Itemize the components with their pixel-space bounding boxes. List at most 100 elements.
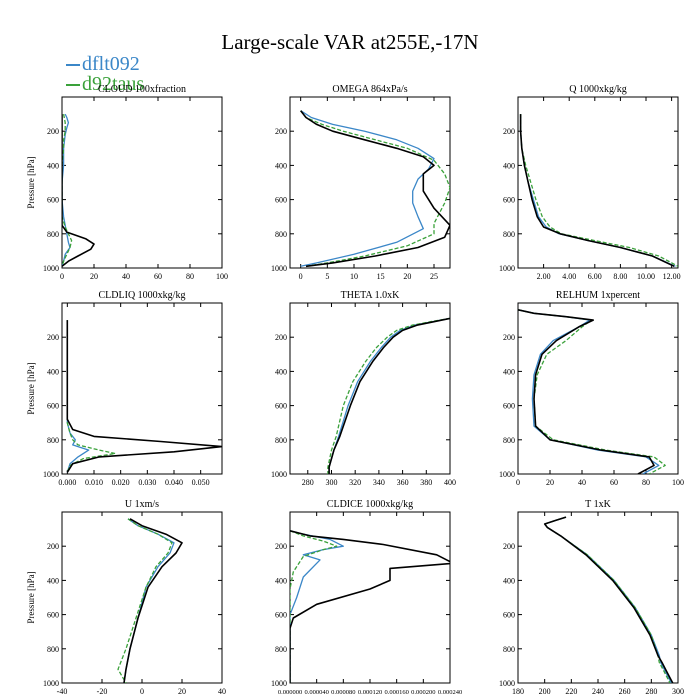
x-tick-label: 260	[619, 687, 631, 696]
subplot-title: T 1xK	[585, 499, 611, 510]
y-tick-label: 1000	[271, 679, 287, 688]
y-tick-label: 600	[47, 196, 59, 205]
x-tick-label: 220	[565, 687, 577, 696]
subplot-8: CLDICE 1000xkg/kg 200 400 600 800 10000.00000…	[271, 499, 462, 696]
x-tick-label: 320	[349, 478, 361, 487]
series-line-reference	[66, 320, 222, 473]
series-line-dflt092	[518, 309, 660, 474]
x-tick-label: 20	[403, 272, 411, 281]
y-tick-label: 600	[47, 402, 59, 411]
x-tick-label: 380	[420, 478, 432, 487]
x-tick-label: 100	[216, 272, 228, 281]
subplot-frame	[289, 96, 451, 269]
x-tick-label: 40	[578, 478, 586, 487]
y-tick-label: 800	[503, 436, 515, 445]
x-tick-label: 4.00	[562, 272, 576, 281]
series-line-reference	[62, 114, 95, 267]
legend-label-d92taus: d92taus	[82, 73, 145, 95]
series-line-dflt092	[62, 113, 71, 267]
subplot-frame	[61, 96, 223, 269]
y-tick-label: 800	[47, 436, 59, 445]
x-tick-label: 0.040	[165, 478, 183, 487]
y-axis-label: Pressure [hPa]	[26, 362, 36, 414]
x-tick-label: 20	[546, 478, 554, 487]
x-tick-label: 40	[218, 687, 226, 696]
y-tick-label: 400	[503, 161, 515, 170]
subplot-title: THETA 1.0xK	[341, 290, 400, 301]
y-tick-label: 800	[503, 645, 515, 654]
y-tick-label: 600	[47, 611, 59, 620]
y-axis-label: Pressure [hPa]	[26, 156, 36, 208]
x-tick-label: -40	[57, 687, 68, 696]
y-tick-label: 400	[47, 161, 59, 170]
y-tick-label: 200	[47, 542, 59, 551]
x-tick-label: 340	[373, 478, 385, 487]
series-line-reference	[328, 317, 450, 474]
y-tick-label: 1000	[499, 264, 515, 273]
subplot-frame	[61, 511, 223, 684]
y-tick-label: 1000	[43, 679, 59, 688]
series-line-reference	[519, 114, 675, 268]
x-tick-label: 300	[325, 478, 337, 487]
y-tick-label: 800	[47, 645, 59, 654]
subplot-frame	[61, 302, 223, 475]
legend-entry-dflt092: dflt092	[66, 54, 140, 74]
x-tick-label: 15	[377, 272, 385, 281]
subplot-frame	[289, 511, 451, 684]
series-line-reference	[123, 518, 183, 683]
x-tick-label: 25	[430, 272, 438, 281]
x-tick-label: 0	[516, 478, 520, 487]
x-tick-label: -20	[97, 687, 108, 696]
series-line-dflt092	[123, 518, 175, 683]
y-tick-label: 600	[275, 196, 287, 205]
subplot-title: CLDICE 1000xkg/kg	[327, 499, 413, 510]
subplot-title: CLDLIQ 1000xkg/kg	[99, 290, 186, 301]
y-tick-label: 800	[275, 645, 287, 654]
y-tick-label: 200	[275, 333, 287, 342]
x-tick-label: 100	[672, 478, 684, 487]
y-tick-label: 200	[503, 333, 515, 342]
y-tick-label: 200	[47, 127, 59, 136]
y-tick-label: 800	[503, 230, 515, 239]
x-tick-label: 80	[642, 478, 650, 487]
x-tick-label: 0	[140, 687, 144, 696]
x-tick-label: 0.000	[58, 478, 76, 487]
x-tick-label: 12.00	[663, 272, 681, 281]
subplot-5: THETA 1.0xK 200 400 600 800 1000 280 300 320 340 3…	[271, 290, 456, 487]
series-line-d92taus	[290, 530, 338, 683]
x-tick-label: 0.000080	[331, 689, 355, 696]
y-tick-label: 1000	[499, 679, 515, 688]
y-tick-label: 800	[275, 436, 287, 445]
x-tick-label: 60	[154, 272, 162, 281]
x-tick-label: 0.000200	[411, 689, 435, 696]
subplot-frame	[517, 96, 679, 269]
x-tick-label: 20	[178, 687, 186, 696]
y-tick-label: 600	[503, 196, 515, 205]
series-line-dflt092	[290, 530, 344, 683]
series-line-reference	[300, 110, 450, 268]
legend-entry-d92taus: d92taus	[66, 74, 144, 94]
x-tick-label: 0.030	[138, 478, 156, 487]
subplot-title: Q 1000xkg/kg	[569, 84, 627, 95]
x-tick-label: 300	[672, 687, 684, 696]
series-line-dflt092	[544, 516, 672, 683]
y-axis-label: Pressure [hPa]	[26, 571, 36, 623]
x-tick-label: 60	[610, 478, 618, 487]
subplot-title: U 1xm/s	[125, 499, 159, 510]
y-tick-label: 600	[275, 611, 287, 620]
x-tick-label: 0	[299, 272, 303, 281]
y-tick-label: 200	[47, 333, 59, 342]
y-tick-label: 400	[275, 576, 287, 585]
x-tick-label: 0	[60, 272, 64, 281]
subplot-frame	[517, 302, 679, 475]
x-tick-label: 10	[350, 272, 358, 281]
series-line-d92taus	[117, 518, 173, 683]
series-line-reference	[290, 530, 450, 683]
x-tick-label: 80	[186, 272, 194, 281]
x-tick-label: 20	[90, 272, 98, 281]
